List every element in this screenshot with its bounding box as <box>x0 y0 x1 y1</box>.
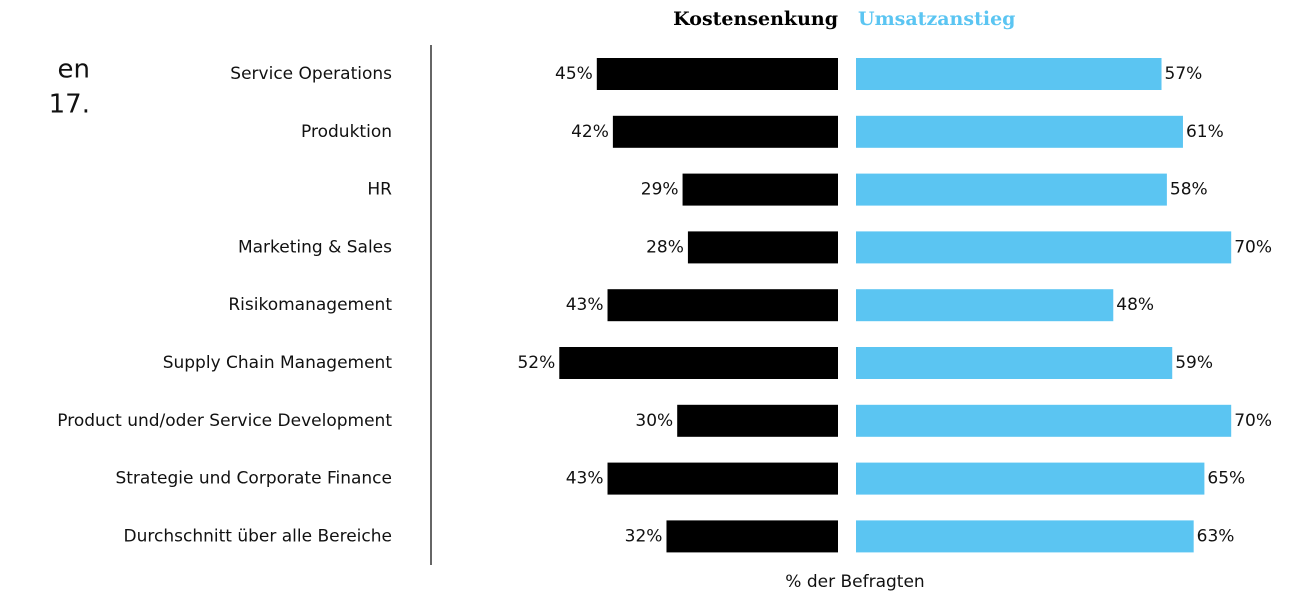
value-label: 70% <box>1234 237 1272 257</box>
bar <box>856 404 1232 437</box>
value-label: 43% <box>566 295 604 315</box>
bar <box>856 520 1194 553</box>
category-label: Service Operations <box>230 64 392 84</box>
value-label: 61% <box>1186 122 1224 142</box>
category-label: Strategie und Corporate Finance <box>115 469 392 489</box>
bar <box>856 231 1232 264</box>
value-label: 48% <box>1116 295 1154 315</box>
value-label: 42% <box>571 122 609 142</box>
bar <box>856 173 1167 206</box>
bar <box>677 404 838 437</box>
bar <box>596 58 838 90</box>
category-label: HR <box>367 180 392 200</box>
annotation: 17. <box>49 90 90 120</box>
value-label: 28% <box>646 237 684 257</box>
bar <box>856 58 1162 90</box>
category-label: Risikomanagement <box>228 295 392 315</box>
category-label: Product und/oder Service Development <box>57 411 392 431</box>
bar <box>607 289 838 322</box>
bar <box>682 173 838 206</box>
bar <box>666 520 838 553</box>
category-label: Durchschnitt über alle Bereiche <box>124 526 392 546</box>
value-label: 30% <box>635 411 673 431</box>
bar <box>687 231 838 264</box>
annotation: en <box>58 55 90 85</box>
value-label: 63% <box>1197 526 1235 546</box>
bar <box>856 347 1173 379</box>
category-label: Marketing & Sales <box>238 237 392 257</box>
legend-entry: Kostensenkung <box>673 8 838 30</box>
value-label: 29% <box>641 180 679 200</box>
value-label: 52% <box>517 353 555 373</box>
x-axis-label: % der Befragten <box>785 572 924 592</box>
value-label: 58% <box>1170 180 1208 200</box>
category-label: Produktion <box>301 122 392 142</box>
value-label: 59% <box>1175 353 1213 373</box>
bar <box>856 462 1205 495</box>
value-label: 43% <box>566 469 604 489</box>
bar <box>856 115 1183 148</box>
bar <box>612 115 838 148</box>
bar <box>607 462 838 495</box>
bar <box>559 347 838 379</box>
category-label: Supply Chain Management <box>163 353 393 373</box>
value-label: 65% <box>1207 469 1245 489</box>
value-label: 45% <box>555 64 593 84</box>
value-label: 70% <box>1234 411 1272 431</box>
legend-entry: Umsatzanstieg <box>858 8 1015 30</box>
bar <box>856 289 1114 322</box>
value-label: 32% <box>625 526 663 546</box>
value-label: 57% <box>1165 64 1203 84</box>
